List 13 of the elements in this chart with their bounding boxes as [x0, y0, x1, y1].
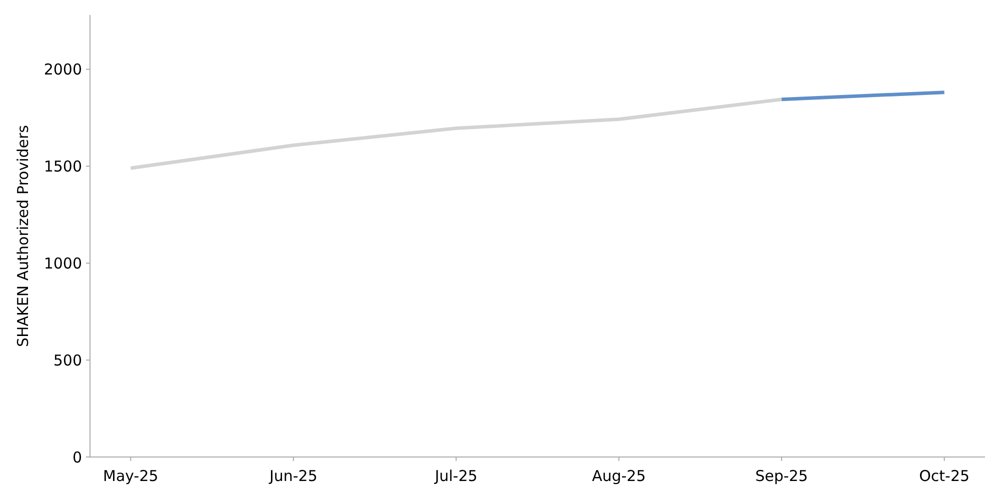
x-tick-label: Oct-25: [919, 467, 970, 485]
line-series: [128, 98, 784, 170]
x-tick-label: Jun-25: [268, 467, 318, 485]
x-tick-label: Sep-25: [755, 467, 808, 485]
y-tick-label: 500: [53, 351, 82, 370]
y-axis-title: SHAKEN Authorized Providers: [14, 124, 32, 347]
x-tick-label: Aug-25: [592, 467, 646, 485]
x-tick-label: May-25: [103, 467, 158, 485]
x-tick-label: Jul-25: [434, 467, 478, 485]
y-tick-label: 1000: [44, 254, 82, 272]
y-tick-label: 2000: [44, 60, 82, 79]
y-tick-label: 1500: [44, 157, 82, 176]
y-tick-label: 0: [72, 448, 82, 466]
